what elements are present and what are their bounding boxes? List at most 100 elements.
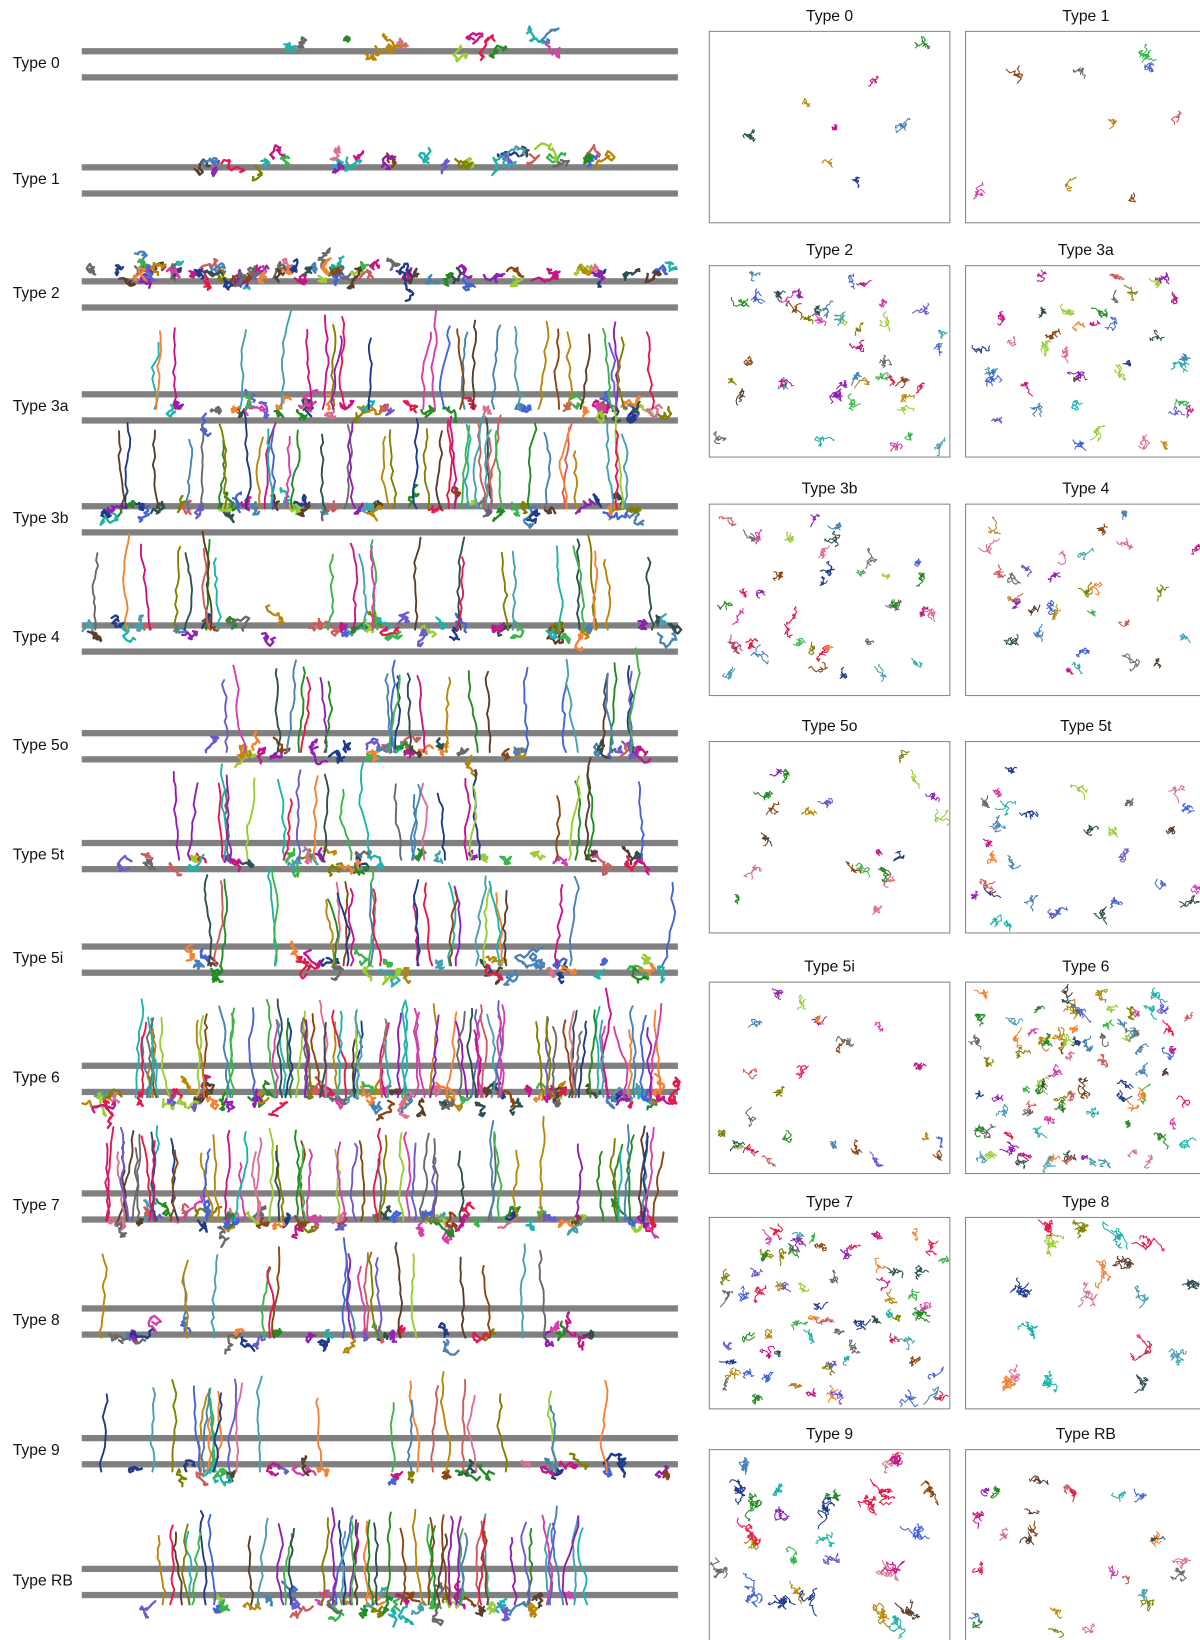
cells (718, 988, 942, 1166)
cell-branch (1030, 1104, 1036, 1108)
axon (457, 1012, 465, 1097)
axon (219, 1006, 230, 1097)
cell-branch (867, 548, 871, 557)
dendrite (269, 1102, 287, 1116)
cell-branch (876, 377, 881, 380)
dendrite (663, 1470, 669, 1479)
panel: Type 5i (709, 959, 950, 1174)
dendrite (384, 960, 392, 967)
axon (539, 1251, 545, 1338)
cells (969, 984, 1196, 1172)
dendrite (419, 148, 430, 163)
cell-branch (766, 1240, 771, 1244)
axon (646, 558, 653, 630)
dendrite (531, 852, 545, 860)
cell-branch (1007, 340, 1014, 343)
cell-branch (777, 1484, 782, 1491)
panel: Type 0 (709, 8, 950, 223)
cell-branch (720, 1361, 730, 1363)
row-label: Type 6 (13, 1069, 60, 1086)
cell-branch (802, 1066, 808, 1072)
cells (969, 1476, 1191, 1637)
axon (446, 678, 451, 752)
axon (93, 553, 99, 630)
axon (351, 1518, 355, 1604)
axon (200, 1511, 206, 1605)
dendrite (297, 957, 309, 964)
axon (160, 1018, 170, 1097)
cell-branch (1090, 587, 1094, 591)
axon (436, 431, 442, 508)
axon (349, 889, 354, 965)
cell-branch (792, 310, 802, 316)
cell-branch (1179, 111, 1181, 115)
dendrite (177, 1469, 186, 1486)
cell-branch (1189, 1012, 1193, 1018)
axon (647, 1028, 652, 1097)
axon (476, 876, 487, 965)
dendrite (194, 960, 204, 969)
panel-title: Type 3b (802, 481, 858, 498)
cell-branch (1015, 1019, 1023, 1025)
cell-branch (969, 1041, 976, 1044)
cell-branch (1187, 410, 1190, 418)
cell-branch (1072, 324, 1076, 331)
axon (424, 883, 432, 965)
cell-branch (1183, 636, 1190, 642)
dendrite (409, 1472, 414, 1482)
axon (662, 883, 675, 966)
cells (1002, 1220, 1200, 1393)
row: Type 5o (13, 648, 678, 776)
panel-frame (966, 1217, 1200, 1408)
axon (408, 674, 411, 752)
cell-branch (1117, 1093, 1120, 1098)
cell-branch (857, 284, 864, 286)
cell-branch (1094, 582, 1102, 587)
cell-branch (1024, 901, 1033, 904)
axon (326, 682, 333, 752)
cell-branch (1143, 440, 1149, 450)
panel-frame (709, 742, 950, 933)
cell-branch (745, 1466, 748, 1475)
cell-branch (1141, 44, 1147, 54)
panel: Type 1 (966, 8, 1200, 223)
dendrite (118, 856, 132, 871)
axon (298, 667, 304, 752)
cell-branch (1009, 859, 1014, 864)
cell-branch (1056, 605, 1058, 614)
axon (244, 412, 251, 508)
dendrite (493, 508, 504, 521)
dendrite (143, 624, 153, 630)
cell-branch (719, 517, 728, 519)
cell-branch (939, 348, 942, 355)
cell-branch (734, 1369, 741, 1374)
cell-branch (1156, 663, 1160, 667)
panel-title: Type 3a (1058, 242, 1114, 259)
dendrite (88, 632, 101, 642)
axon (414, 538, 421, 630)
cell-branch (770, 1228, 777, 1232)
cell-branch (1019, 1047, 1022, 1051)
cell-branch (1040, 270, 1046, 277)
dendrite (241, 1337, 254, 1351)
panel: Type 5t (966, 718, 1200, 933)
axon (187, 440, 193, 509)
cell-branch (828, 1397, 834, 1403)
cell-branch (757, 1269, 762, 1275)
cell-branch (778, 575, 782, 580)
row-label: Type 2 (13, 285, 60, 302)
dendrite (575, 634, 582, 651)
dendrite (140, 1601, 155, 1617)
cell-branch (1149, 66, 1153, 71)
panel: Type 8 (966, 1194, 1200, 1409)
axon (482, 1266, 490, 1338)
panel: Type 2 (709, 242, 950, 457)
cell-branch (1124, 285, 1132, 292)
cell-branch (760, 1349, 769, 1354)
cell-branch (1115, 370, 1120, 375)
axon (360, 1141, 365, 1220)
cell-branch (920, 1316, 930, 1323)
axon (321, 435, 326, 509)
dendrite (291, 1600, 300, 1609)
cell-branch (928, 1489, 938, 1505)
